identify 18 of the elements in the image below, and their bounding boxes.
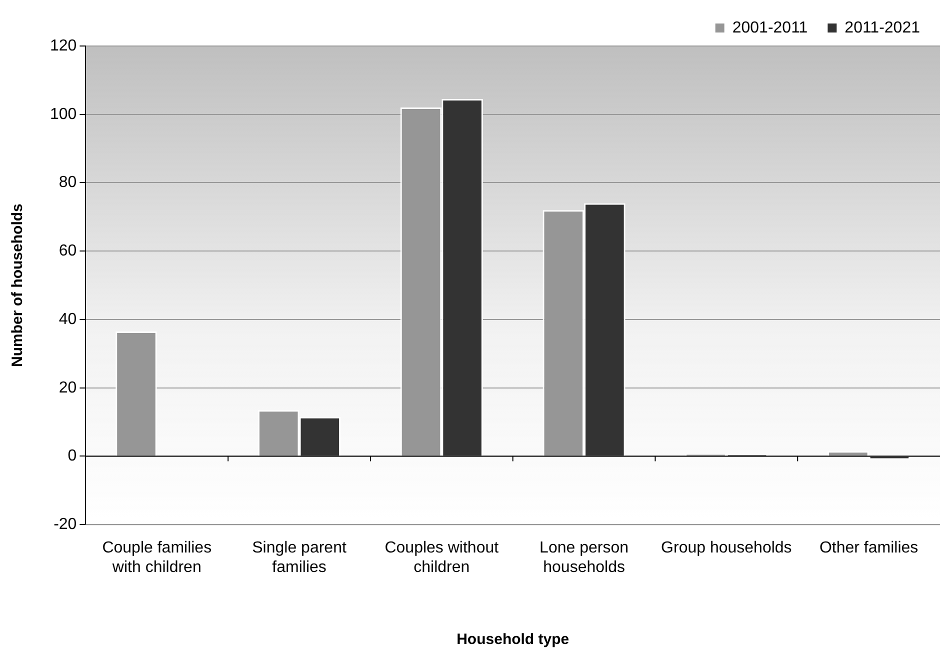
x-tick-label: Lone person households xyxy=(540,540,629,576)
x-tick-label: Single parent families xyxy=(252,540,347,576)
y-tick-label: 80 xyxy=(58,174,77,192)
y-tick-label: 60 xyxy=(58,242,77,260)
legend-label: 2001-2011 xyxy=(732,19,808,36)
x-tick-label: Couple families with children xyxy=(102,540,212,576)
y-axis-title: Number of households xyxy=(9,204,26,367)
x-tick-label: Group households xyxy=(661,540,792,557)
y-tick-label: 0 xyxy=(68,448,77,465)
y-tick-label: -20 xyxy=(54,516,77,534)
y-tick-label: 20 xyxy=(58,379,77,396)
x-tick-label: Other families xyxy=(819,540,918,557)
x-axis-title: Household type xyxy=(456,631,570,648)
y-tick-label: 100 xyxy=(50,106,77,123)
y-tick-label: 120 xyxy=(50,37,77,54)
legend-label: 2011-2021 xyxy=(844,19,920,36)
x-tick-label: Couples without children xyxy=(384,540,500,576)
y-tick-label: 40 xyxy=(58,310,77,328)
